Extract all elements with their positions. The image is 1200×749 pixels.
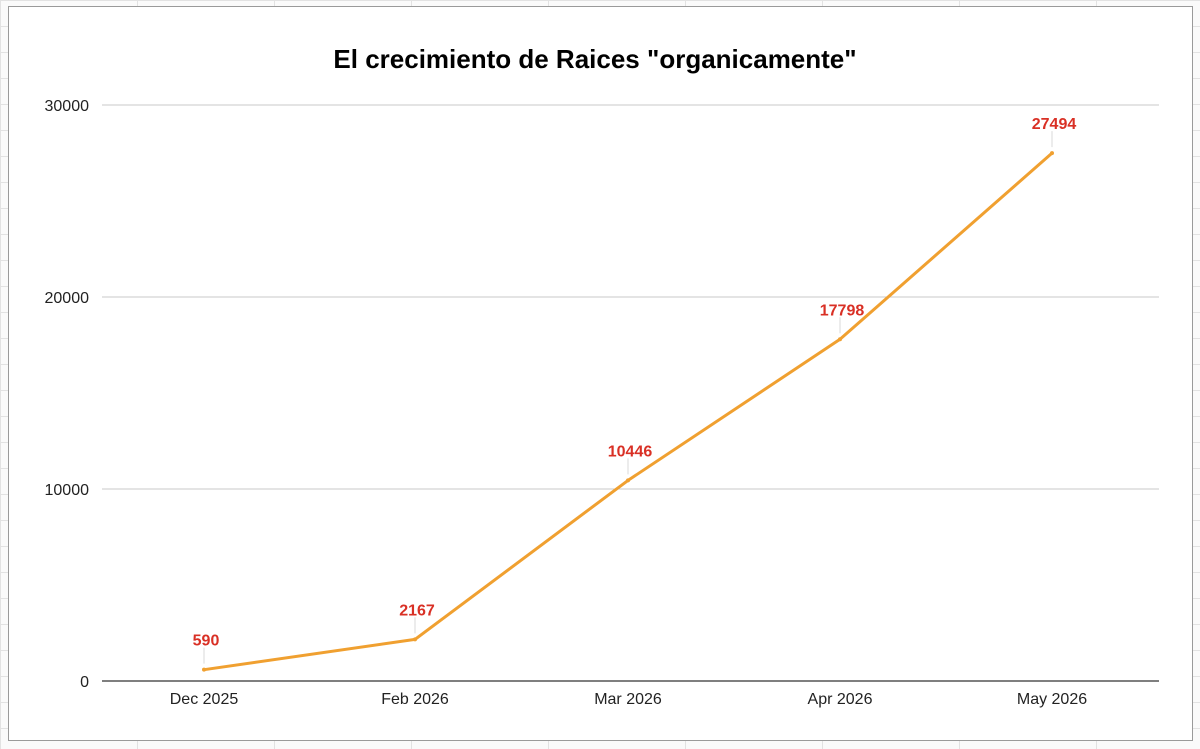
y-tick-label: 20000: [45, 290, 90, 307]
line-chart: El crecimiento de Raices "organicamente"…: [45, 44, 1159, 708]
x-axis-labels: Dec 2025 Feb 2026 Mar 2026 Apr 2026 May 2026: [170, 691, 1087, 708]
series-layer: [202, 151, 1054, 672]
data-label: 17798: [820, 302, 865, 319]
gridlines: [102, 104, 1159, 682]
y-tick-label: 30000: [45, 98, 90, 115]
y-tick-label: 10000: [45, 482, 90, 499]
data-label: 2167: [399, 602, 435, 619]
chart-title: El crecimiento de Raices "organicamente": [333, 44, 856, 74]
data-label: 590: [193, 633, 220, 650]
data-point: [626, 478, 630, 483]
data-point: [413, 637, 417, 642]
series-line: [202, 151, 1054, 672]
x-tick-label: May 2026: [1017, 691, 1087, 708]
y-tick-label: 0: [80, 674, 89, 691]
data-point: [202, 667, 206, 672]
data-label: 10446: [608, 443, 653, 460]
data-labels: 590 2167 10446 17798 27494: [193, 116, 1077, 664]
data-label: 27494: [1032, 116, 1077, 133]
x-tick-label: Mar 2026: [594, 691, 662, 708]
y-axis-labels: 0 10000 20000 30000: [45, 98, 90, 691]
data-point: [838, 337, 842, 342]
x-tick-label: Dec 2025: [170, 691, 239, 708]
data-point: [1050, 151, 1054, 156]
x-tick-label: Apr 2026: [808, 691, 873, 708]
chart-card[interactable]: El crecimiento de Raices "organicamente"…: [8, 6, 1193, 741]
x-tick-label: Feb 2026: [381, 691, 449, 708]
